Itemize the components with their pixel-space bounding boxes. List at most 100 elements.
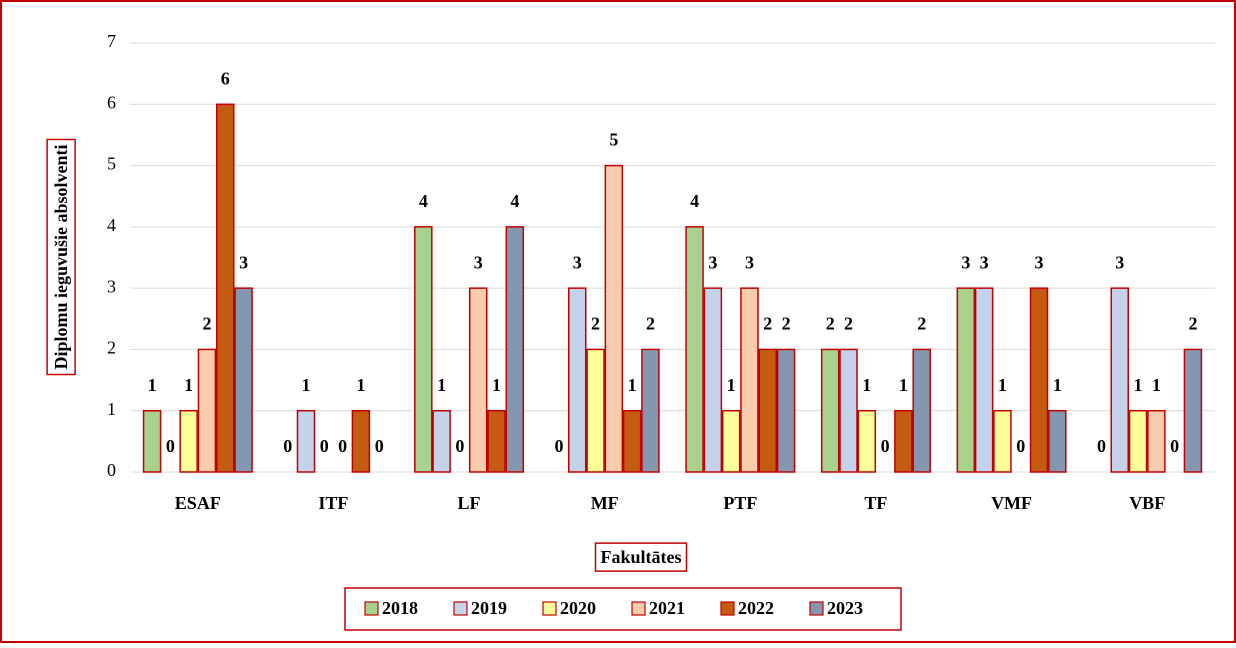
data-label: 2 bbox=[202, 314, 211, 334]
x-tick-label: LF bbox=[458, 493, 481, 513]
bar bbox=[487, 409, 506, 473]
x-tick-label: PTF bbox=[723, 493, 757, 513]
x-tick-label: VMF bbox=[991, 493, 1032, 513]
legend-label: 2023 bbox=[827, 598, 863, 618]
x-axis-title: Fakultātes bbox=[601, 547, 682, 567]
data-label: 3 bbox=[239, 252, 248, 272]
bar bbox=[894, 409, 913, 473]
bar bbox=[1183, 348, 1203, 473]
bar bbox=[586, 348, 605, 473]
data-label: 2 bbox=[826, 314, 835, 334]
data-label: 1 bbox=[437, 375, 446, 395]
data-label: 6 bbox=[221, 68, 230, 88]
data-label: 1 bbox=[899, 375, 908, 395]
y-tick-label: 1 bbox=[107, 399, 116, 419]
legend-label: 2022 bbox=[738, 598, 774, 618]
y-tick-label: 5 bbox=[107, 154, 116, 174]
bar bbox=[857, 409, 877, 473]
y-tick-label: 3 bbox=[107, 276, 116, 296]
data-label: 0 bbox=[166, 436, 175, 456]
data-label: 1 bbox=[492, 375, 501, 395]
bar bbox=[721, 409, 741, 473]
data-label: 4 bbox=[690, 191, 699, 211]
data-label: 0 bbox=[455, 436, 464, 456]
data-label: 0 bbox=[1097, 436, 1106, 456]
bar bbox=[351, 409, 371, 473]
bar bbox=[974, 287, 994, 473]
legend-swatch bbox=[720, 601, 735, 616]
data-label: 1 bbox=[301, 375, 310, 395]
data-label: 3 bbox=[1115, 252, 1124, 272]
bar bbox=[216, 103, 235, 473]
bar bbox=[685, 226, 704, 473]
data-label: 0 bbox=[375, 436, 384, 456]
data-label: 0 bbox=[554, 436, 563, 456]
data-label: 3 bbox=[980, 252, 989, 272]
bar bbox=[740, 287, 759, 473]
data-label: 2 bbox=[917, 314, 926, 334]
data-label: 3 bbox=[474, 252, 483, 272]
data-label: 5 bbox=[609, 130, 618, 150]
data-label: 0 bbox=[283, 436, 292, 456]
data-label: 0 bbox=[320, 436, 329, 456]
bar bbox=[622, 409, 642, 473]
data-label: 1 bbox=[1152, 375, 1161, 395]
x-tick-label: ESAF bbox=[175, 493, 221, 513]
data-label: 0 bbox=[1016, 436, 1025, 456]
x-axis-title-box bbox=[594, 542, 688, 572]
data-label: 1 bbox=[1134, 375, 1143, 395]
data-label: 3 bbox=[961, 252, 970, 272]
legend-swatch bbox=[809, 601, 824, 616]
bar bbox=[179, 409, 198, 473]
bar bbox=[1128, 409, 1148, 473]
data-label: 1 bbox=[148, 375, 157, 395]
bar bbox=[567, 287, 587, 473]
data-label: 3 bbox=[745, 252, 754, 272]
bar bbox=[912, 348, 931, 473]
bar bbox=[604, 164, 624, 473]
bar bbox=[1048, 409, 1067, 473]
x-tick-label: ITF bbox=[318, 493, 348, 513]
x-tick-label: VBF bbox=[1129, 493, 1165, 513]
bar bbox=[993, 409, 1012, 473]
y-tick-label: 2 bbox=[107, 338, 116, 358]
y-tick-label: 7 bbox=[107, 31, 116, 51]
legend-label: 2018 bbox=[382, 598, 418, 618]
data-label: 1 bbox=[1053, 375, 1062, 395]
y-tick-label: 4 bbox=[107, 215, 116, 235]
bar bbox=[820, 348, 840, 473]
data-label: 3 bbox=[1035, 252, 1044, 272]
bar bbox=[432, 409, 451, 473]
data-label: 1 bbox=[184, 375, 193, 395]
bar bbox=[1147, 409, 1166, 473]
data-label: 1 bbox=[862, 375, 871, 395]
data-label: 0 bbox=[881, 436, 890, 456]
bar bbox=[468, 287, 488, 473]
data-label: 1 bbox=[356, 375, 365, 395]
data-label: 4 bbox=[419, 191, 428, 211]
data-label: 3 bbox=[573, 252, 582, 272]
legend-label: 2021 bbox=[649, 598, 685, 618]
bar bbox=[1029, 287, 1049, 473]
data-label: 2 bbox=[1188, 314, 1197, 334]
y-axis-title-box bbox=[46, 138, 76, 376]
x-tick-label: MF bbox=[591, 493, 619, 513]
y-tick-label: 0 bbox=[107, 460, 116, 480]
y-axis-title: Diplomu ieguvušie absolventi bbox=[51, 144, 71, 369]
bar bbox=[505, 226, 525, 473]
bar bbox=[197, 348, 217, 473]
legend-swatch bbox=[542, 601, 557, 616]
bar bbox=[776, 348, 796, 473]
data-label: 1 bbox=[628, 375, 637, 395]
data-label: 2 bbox=[763, 314, 772, 334]
data-label: 2 bbox=[844, 314, 853, 334]
data-label: 2 bbox=[591, 314, 600, 334]
bar bbox=[142, 409, 162, 473]
bar bbox=[956, 287, 976, 473]
data-label: 2 bbox=[646, 314, 655, 334]
data-label: 4 bbox=[510, 191, 519, 211]
legend-label: 2019 bbox=[471, 598, 507, 618]
bar bbox=[234, 287, 253, 473]
legend-swatch bbox=[631, 601, 646, 616]
